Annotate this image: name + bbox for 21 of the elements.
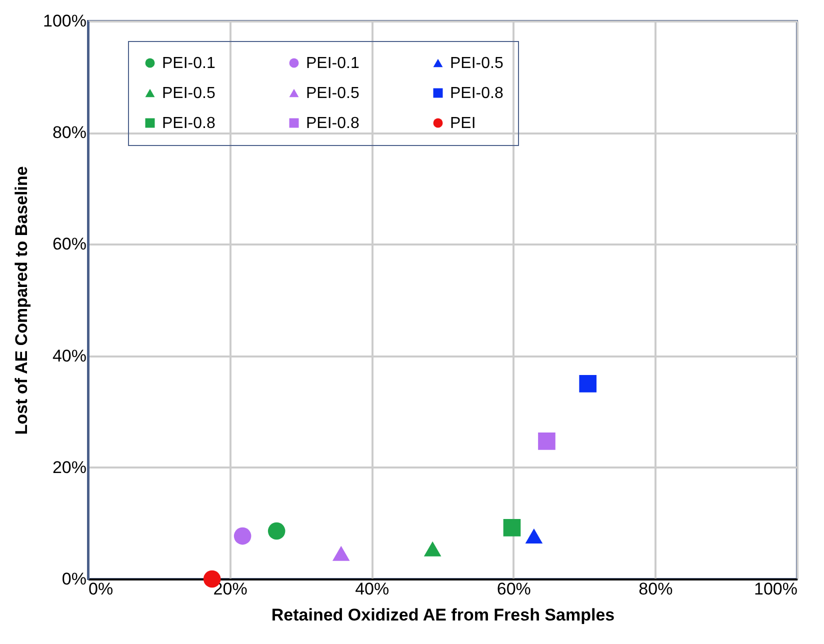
x-tick-label: 40% [355, 580, 390, 598]
y-tick-label: 80% [52, 123, 86, 142]
x-tick-label: 100% [754, 580, 798, 598]
legend-label: PEI-0.1 [306, 55, 360, 72]
y-tick-label: 20% [52, 458, 86, 477]
y-tick-label: 40% [52, 346, 86, 366]
legend-label: PEI-0.5 [306, 85, 360, 102]
legend-label: PEI-0.5 [450, 55, 504, 72]
legend-label: PEI-0.8 [306, 115, 360, 132]
x-tick-label: 60% [496, 580, 531, 598]
y-tick-label: 100% [43, 12, 86, 30]
x-tick-label: 0% [88, 580, 114, 598]
x-tick-label: 80% [638, 580, 673, 598]
y-tick-label: 60% [52, 234, 86, 254]
legend-label: PEI-0.8 [162, 115, 216, 132]
legend-label: PEI-0.8 [450, 85, 504, 102]
legend-label: PEI-0.1 [162, 55, 216, 72]
x-axis-title: Retained Oxidized AE from Fresh Samples [271, 606, 615, 624]
legend-label: PEI-0.5 [162, 85, 216, 102]
legend-label: PEI [450, 115, 476, 132]
y-axis-title: Lost of AE Compared to Baseline [12, 166, 32, 435]
